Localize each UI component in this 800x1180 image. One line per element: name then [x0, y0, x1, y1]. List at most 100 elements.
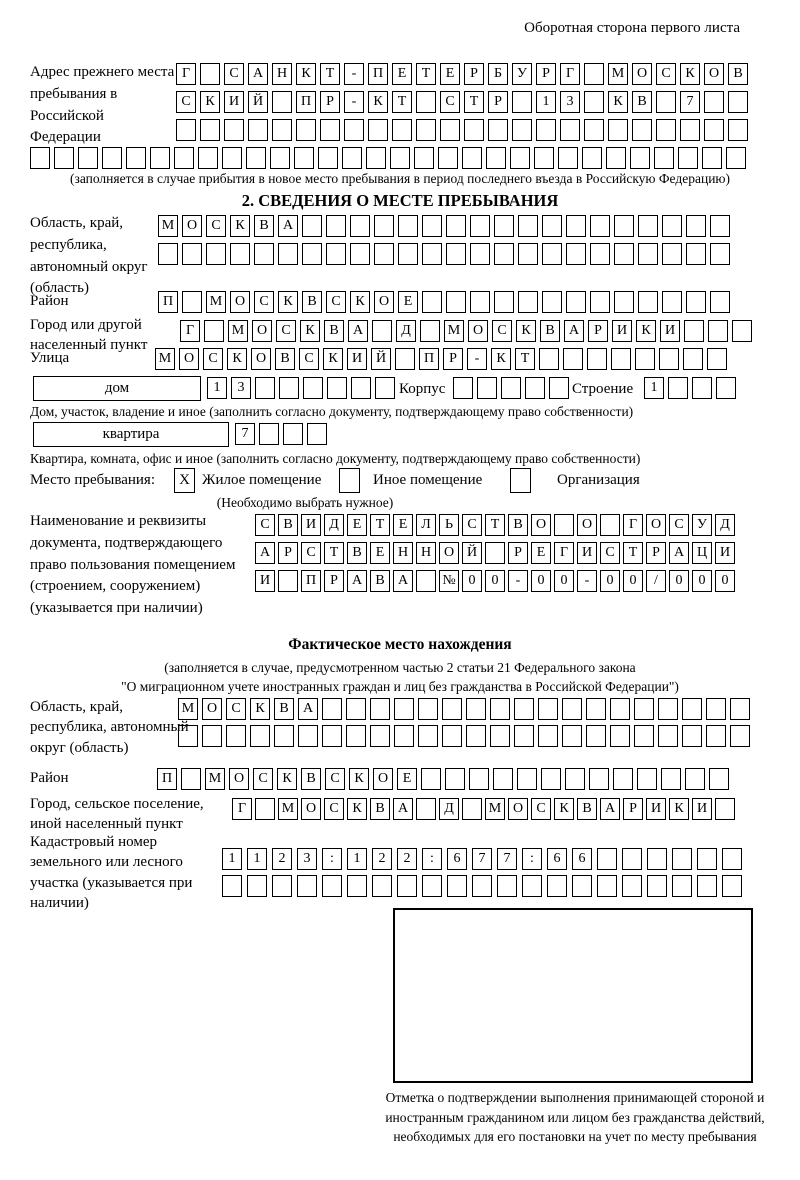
char-cell[interactable]: [204, 320, 224, 342]
char-cell[interactable]: [534, 147, 554, 169]
char-cell[interactable]: [684, 320, 704, 342]
char-cell[interactable]: [728, 91, 748, 113]
char-cell[interactable]: Т: [370, 514, 390, 536]
char-cell[interactable]: [274, 725, 294, 747]
char-cell[interactable]: 1: [222, 848, 242, 870]
char-cell[interactable]: 0: [554, 570, 574, 592]
char-cell[interactable]: [488, 119, 508, 141]
char-cell[interactable]: [372, 875, 392, 897]
char-cell[interactable]: [582, 147, 602, 169]
char-cell[interactable]: [54, 147, 74, 169]
char-cell[interactable]: 2: [272, 848, 292, 870]
char-cell[interactable]: [590, 291, 610, 313]
char-cell[interactable]: [422, 215, 442, 237]
char-cell[interactable]: Г: [623, 514, 643, 536]
char-cell[interactable]: [608, 119, 628, 141]
char-cell[interactable]: [302, 243, 322, 265]
char-cell[interactable]: И: [715, 542, 735, 564]
char-cell[interactable]: [446, 291, 466, 313]
char-cell[interactable]: М: [158, 215, 178, 237]
stroenie-cells[interactable]: 1: [644, 377, 736, 399]
char-cell[interactable]: [710, 243, 730, 265]
char-cell[interactable]: А: [564, 320, 584, 342]
char-cell[interactable]: [656, 119, 676, 141]
char-cell[interactable]: 7: [235, 423, 255, 445]
char-cell[interactable]: [206, 243, 226, 265]
char-cell[interactable]: [715, 798, 735, 820]
char-cell[interactable]: А: [347, 570, 367, 592]
char-cell[interactable]: [395, 348, 415, 370]
char-cell[interactable]: 7: [680, 91, 700, 113]
prev-address-row-4[interactable]: [30, 147, 746, 169]
char-cell[interactable]: О: [704, 63, 724, 85]
char-cell[interactable]: К: [323, 348, 343, 370]
char-cell[interactable]: [30, 147, 50, 169]
char-cell[interactable]: 6: [572, 848, 592, 870]
char-cell[interactable]: [438, 147, 458, 169]
char-cell[interactable]: [102, 147, 122, 169]
char-cell[interactable]: К: [608, 91, 628, 113]
char-cell[interactable]: -: [467, 348, 487, 370]
char-cell[interactable]: [279, 377, 299, 399]
char-cell[interactable]: [632, 119, 652, 141]
char-cell[interactable]: [656, 91, 676, 113]
char-cell[interactable]: И: [612, 320, 632, 342]
char-cell[interactable]: М: [205, 768, 225, 790]
char-cell[interactable]: А: [393, 570, 413, 592]
char-cell[interactable]: 2: [397, 848, 417, 870]
char-cell[interactable]: [422, 291, 442, 313]
char-cell[interactable]: О: [230, 291, 250, 313]
char-cell[interactable]: [398, 215, 418, 237]
char-cell[interactable]: О: [468, 320, 488, 342]
char-cell[interactable]: [697, 848, 717, 870]
char-cell[interactable]: [590, 243, 610, 265]
char-cell[interactable]: [539, 348, 559, 370]
char-cell[interactable]: О: [439, 542, 459, 564]
char-cell[interactable]: [572, 875, 592, 897]
char-cell[interactable]: О: [646, 514, 666, 536]
char-cell[interactable]: [374, 215, 394, 237]
char-cell[interactable]: [549, 377, 569, 399]
char-cell[interactable]: [466, 698, 486, 720]
char-cell[interactable]: [558, 147, 578, 169]
char-cell[interactable]: [494, 291, 514, 313]
char-cell[interactable]: С: [600, 542, 620, 564]
char-cell[interactable]: [200, 119, 220, 141]
char-cell[interactable]: [222, 147, 242, 169]
char-cell[interactable]: [682, 698, 702, 720]
char-cell[interactable]: О: [202, 698, 222, 720]
char-cell[interactable]: [597, 875, 617, 897]
char-cell[interactable]: 6: [447, 848, 467, 870]
char-cell[interactable]: С: [253, 768, 273, 790]
actual-oblast-row-2[interactable]: [178, 725, 750, 747]
char-cell[interactable]: Г: [560, 63, 580, 85]
kvartira-cells[interactable]: 7: [235, 423, 327, 445]
char-cell[interactable]: [322, 875, 342, 897]
char-cell[interactable]: П: [296, 91, 316, 113]
char-cell[interactable]: Б: [488, 63, 508, 85]
char-cell[interactable]: [222, 875, 242, 897]
char-cell[interactable]: С: [656, 63, 676, 85]
char-cell[interactable]: [634, 725, 654, 747]
char-cell[interactable]: [350, 215, 370, 237]
char-cell[interactable]: [686, 243, 706, 265]
char-cell[interactable]: Е: [392, 63, 412, 85]
char-cell[interactable]: [710, 215, 730, 237]
char-cell[interactable]: Н: [393, 542, 413, 564]
char-cell[interactable]: [440, 119, 460, 141]
char-cell[interactable]: [250, 725, 270, 747]
char-cell[interactable]: :: [322, 848, 342, 870]
char-cell[interactable]: [541, 768, 561, 790]
char-cell[interactable]: [680, 119, 700, 141]
char-cell[interactable]: [562, 725, 582, 747]
char-cell[interactable]: [538, 698, 558, 720]
char-cell[interactable]: [584, 63, 604, 85]
char-cell[interactable]: [422, 875, 442, 897]
char-cell[interactable]: О: [531, 514, 551, 536]
checkbox-zhiloe[interactable]: X: [174, 468, 195, 493]
char-cell[interactable]: М: [485, 798, 505, 820]
char-cell[interactable]: [374, 243, 394, 265]
char-cell[interactable]: М: [278, 798, 298, 820]
